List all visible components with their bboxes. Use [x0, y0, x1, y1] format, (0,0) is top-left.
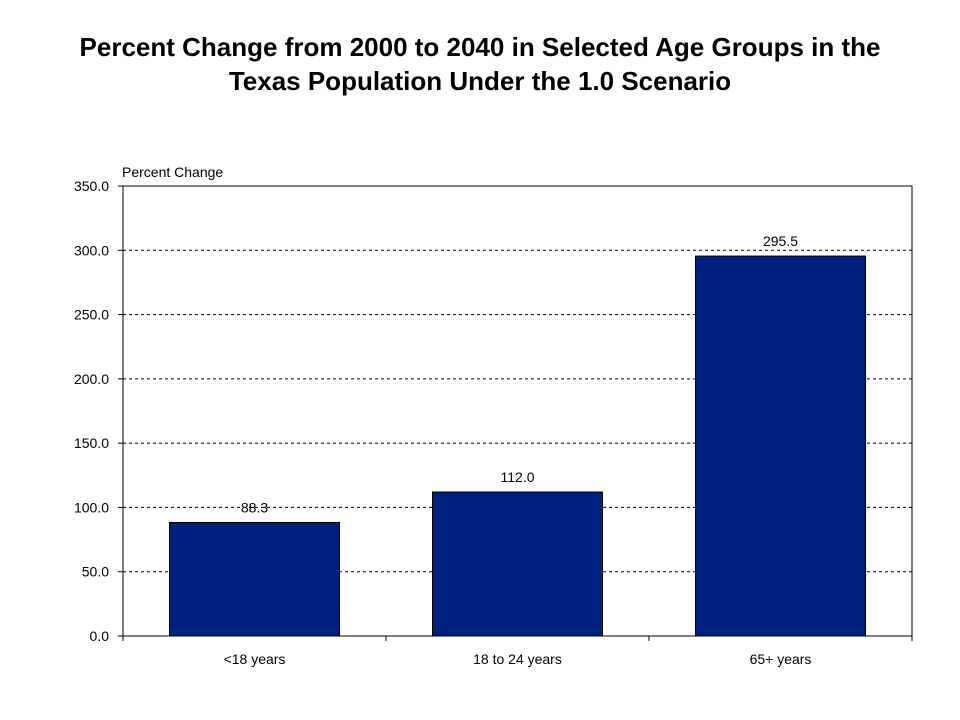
bar: [432, 491, 603, 637]
chart-title: Percent Change from 2000 to 2040 in Sele…: [79, 32, 881, 96]
bars: [169, 255, 866, 637]
data-label: 295.5: [763, 233, 798, 249]
x-tick-label: 18 to 24 years: [473, 651, 562, 667]
x-axis-ticks: <18 years 18 to 24 years 65+ years: [122, 636, 913, 667]
y-axis-ticks: 0.0 50.0 100.0 150.0 200.0 250.0 300.0 350.0: [74, 178, 123, 644]
y-tick-label: 200.0: [74, 371, 109, 387]
y-tick-label: 0.0: [90, 628, 110, 644]
bar: [695, 255, 866, 637]
x-tick-label: <18 years: [224, 651, 286, 667]
y-tick-label: 150.0: [74, 435, 109, 451]
y-tick-label: 350.0: [74, 178, 109, 194]
x-tick-label: 65+ years: [750, 651, 812, 667]
y-tick-label: 250.0: [74, 307, 109, 323]
y-axis-label: Percent Change: [122, 164, 223, 180]
data-label: 112.0: [501, 469, 535, 485]
y-tick-label: 300.0: [74, 242, 109, 258]
y-tick-label: 50.0: [82, 564, 109, 580]
bar: [169, 521, 340, 637]
data-label: 88.3: [241, 499, 268, 515]
data-labels: 88.3 112.0 295.5: [241, 233, 798, 515]
y-tick-label: 100.0: [74, 499, 109, 515]
